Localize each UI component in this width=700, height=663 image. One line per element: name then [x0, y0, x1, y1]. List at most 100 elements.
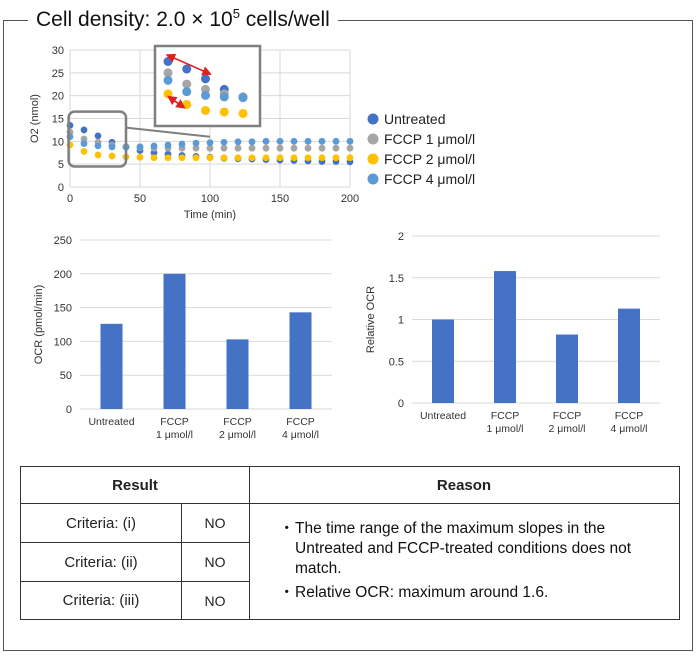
category-label: FCCP [615, 410, 644, 422]
legend-marker [367, 113, 379, 125]
x-tick-label: 150 [271, 193, 289, 205]
zoom-connector [125, 126, 211, 138]
category-label: 4 μmol/l [611, 423, 648, 435]
data-point [94, 151, 102, 159]
data-point [150, 154, 158, 162]
bar [494, 271, 516, 403]
data-point [248, 144, 256, 152]
y-axis-label: OCR (pmol/min) [33, 285, 45, 364]
criterion-label: Criteria: (iii) [62, 592, 140, 609]
data-point [318, 137, 326, 145]
data-point [136, 143, 144, 151]
category-label: 2 μmol/l [219, 429, 256, 441]
data-point [248, 154, 256, 162]
criterion-label: Criteria: (ii) [64, 553, 138, 571]
y-tick-label: 2 [398, 231, 404, 243]
bar [100, 323, 123, 409]
y-tick-label: 0 [398, 398, 404, 410]
y-tick-label: 1.5 [389, 273, 404, 285]
data-point [94, 132, 102, 140]
y-tick-label: 150 [54, 303, 72, 315]
legend-label: Untreated [384, 111, 445, 127]
data-point [192, 154, 200, 162]
y-tick-label: 20 [52, 91, 64, 103]
x-tick-label: 0 [67, 193, 73, 205]
divider [249, 467, 250, 619]
y-tick-label: 30 [52, 45, 64, 57]
legend-marker [367, 133, 379, 145]
x-tick-label: 50 [134, 193, 146, 205]
data-point [332, 144, 340, 152]
divider [21, 542, 249, 543]
data-point [108, 152, 116, 160]
criterion-label: Criteria: (i) [66, 514, 136, 532]
y-tick-label: 0.5 [389, 356, 404, 368]
zoom-data-point [201, 105, 210, 115]
data-point [136, 153, 144, 161]
criterion-value: NO [204, 554, 226, 570]
data-point [318, 154, 326, 162]
data-point [262, 144, 270, 152]
data-point [206, 139, 214, 147]
data-point [332, 137, 340, 145]
data-point [248, 138, 256, 146]
data-point [346, 144, 354, 152]
category-label: 1 μmol/l [487, 423, 524, 435]
bar [556, 334, 578, 403]
zoom-data-point [201, 74, 210, 84]
category-label: 2 μmol/l [549, 423, 586, 435]
data-point [206, 154, 214, 162]
reason-item: ・ Relative OCR: maximum around 1.6. [279, 583, 674, 603]
y-tick-label: 100 [54, 336, 72, 348]
data-point [290, 144, 298, 152]
reason-item-text: The time range of the maximum slopes in … [295, 520, 632, 577]
data-point [234, 138, 242, 146]
data-point [220, 154, 228, 162]
reason-item-text: Relative OCR: maximum around 1.6. [295, 584, 549, 601]
bullet: ・ [279, 520, 295, 537]
data-point [276, 154, 284, 162]
data-point [164, 141, 172, 149]
x-axis-label: Time (min) [184, 209, 236, 221]
data-point [262, 154, 270, 162]
category-label: Untreated [88, 416, 134, 428]
bullet: ・ [279, 584, 295, 601]
x-tick-label: 100 [201, 193, 219, 205]
data-point [290, 154, 298, 162]
zoom-data-point [219, 107, 229, 117]
red-arrow [165, 53, 212, 76]
result-header: Result [112, 476, 158, 494]
data-point [276, 137, 284, 145]
zoom-data-point [238, 108, 248, 118]
result-table: Result Reason Criteria: (i) NO Criteria:… [20, 466, 680, 620]
legend-label: FCCP 4 μmol/l [384, 171, 475, 187]
zoom-data-point [163, 57, 173, 67]
category-label: 4 μmol/l [282, 429, 319, 441]
y-tick-label: 0 [66, 404, 72, 416]
x-tick-label: 200 [341, 193, 359, 205]
legend-label: FCCP 1 μmol/l [384, 131, 475, 147]
data-point [304, 154, 312, 162]
zoom-data-point [163, 75, 173, 85]
criterion-value: NO [204, 592, 226, 609]
reason-item: ・ The time range of the maximum slopes i… [279, 519, 674, 579]
category-label: FCCP [160, 416, 189, 428]
legend-marker [367, 173, 379, 185]
data-point [234, 144, 242, 152]
criterion-value: NO [204, 515, 226, 531]
divider [181, 503, 182, 619]
bar [163, 273, 186, 409]
data-point [164, 154, 172, 162]
data-point [262, 137, 270, 145]
zoom-data-point [182, 79, 192, 89]
data-point [234, 154, 242, 162]
data-point [192, 139, 200, 147]
category-label: FCCP [553, 410, 582, 422]
bar [289, 312, 312, 409]
zoom-data-point [201, 90, 210, 100]
category-label: FCCP [491, 410, 520, 422]
data-point [94, 142, 102, 150]
y-tick-label: 250 [54, 235, 72, 247]
y-tick-label: 25 [52, 68, 64, 80]
